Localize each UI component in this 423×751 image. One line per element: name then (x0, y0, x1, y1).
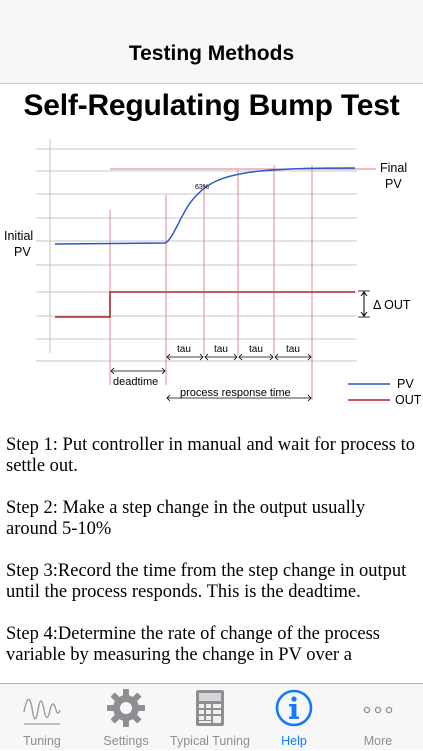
pct-label: 63% (195, 184, 209, 191)
pv-curve (54, 167, 356, 245)
tau-label-2: tau (214, 344, 228, 355)
tab-help[interactable]: Help (252, 684, 336, 751)
delta-out-arrow (358, 290, 370, 318)
page-heading: Self-Regulating Bump Test (23, 89, 400, 122)
response-time-label: process response time (180, 387, 291, 399)
tab-bar: Tuning Settings (0, 683, 423, 750)
bump-test-diagram: 63% Final PV Initial PV Δ OUT tau tau ta… (4, 139, 422, 407)
waveform-icon (23, 698, 61, 725)
legend-pv-label: PV (397, 377, 414, 391)
navigation-bar: Testing Methods (0, 0, 423, 84)
step-1: Step 1: Put controller in manual and wai… (6, 435, 415, 476)
tab-tuning-label: Tuning (23, 734, 61, 748)
legend-out-label: OUT (395, 393, 422, 407)
tau-arrows (166, 353, 312, 361)
step-2: Step 2: Make a step change in the output… (6, 498, 366, 539)
initial-pv-label-2: PV (14, 245, 31, 259)
gear-icon (107, 689, 145, 727)
more-dots-icon (363, 706, 393, 714)
tab-settings-label: Settings (103, 734, 149, 748)
legend: PV OUT (348, 377, 422, 407)
delta-out-label: Δ OUT (373, 298, 411, 312)
tab-typical-tuning[interactable]: Typical Tuning (168, 684, 252, 751)
tab-more[interactable]: More (336, 684, 420, 751)
calculator-icon (196, 690, 224, 726)
final-pv-label-2: PV (385, 177, 402, 191)
tab-typical-tuning-label: Typical Tuning (170, 734, 250, 748)
steps-text: Step 1: Put controller in manual and wai… (6, 435, 418, 683)
deadtime-label: deadtime (113, 376, 158, 388)
initial-pv-label-1: Initial (4, 229, 33, 243)
step-3: Step 3:Record the time from the step cha… (6, 561, 407, 602)
tab-settings[interactable]: Settings (84, 684, 168, 751)
help-content[interactable]: Self-Regulating Bump Test 63% (0, 85, 423, 683)
marker-lines (109, 165, 376, 400)
tau-label-3: tau (249, 344, 263, 355)
out-step (55, 291, 355, 318)
grid-lines (36, 139, 357, 362)
tab-more-label: More (363, 734, 393, 748)
info-icon (275, 689, 313, 727)
response-time-arrow (166, 394, 312, 402)
tab-tuning[interactable]: Tuning (0, 684, 84, 751)
tab-help-label: Help (281, 734, 307, 748)
nav-title: Testing Methods (128, 42, 295, 65)
final-pv-label-1: Final (380, 161, 407, 175)
step-4: Step 4:Determine the rate of change of t… (6, 624, 380, 665)
tau-label-1: tau (177, 344, 191, 355)
tau-label-4: tau (286, 344, 300, 355)
deadtime-arrow (110, 367, 166, 375)
